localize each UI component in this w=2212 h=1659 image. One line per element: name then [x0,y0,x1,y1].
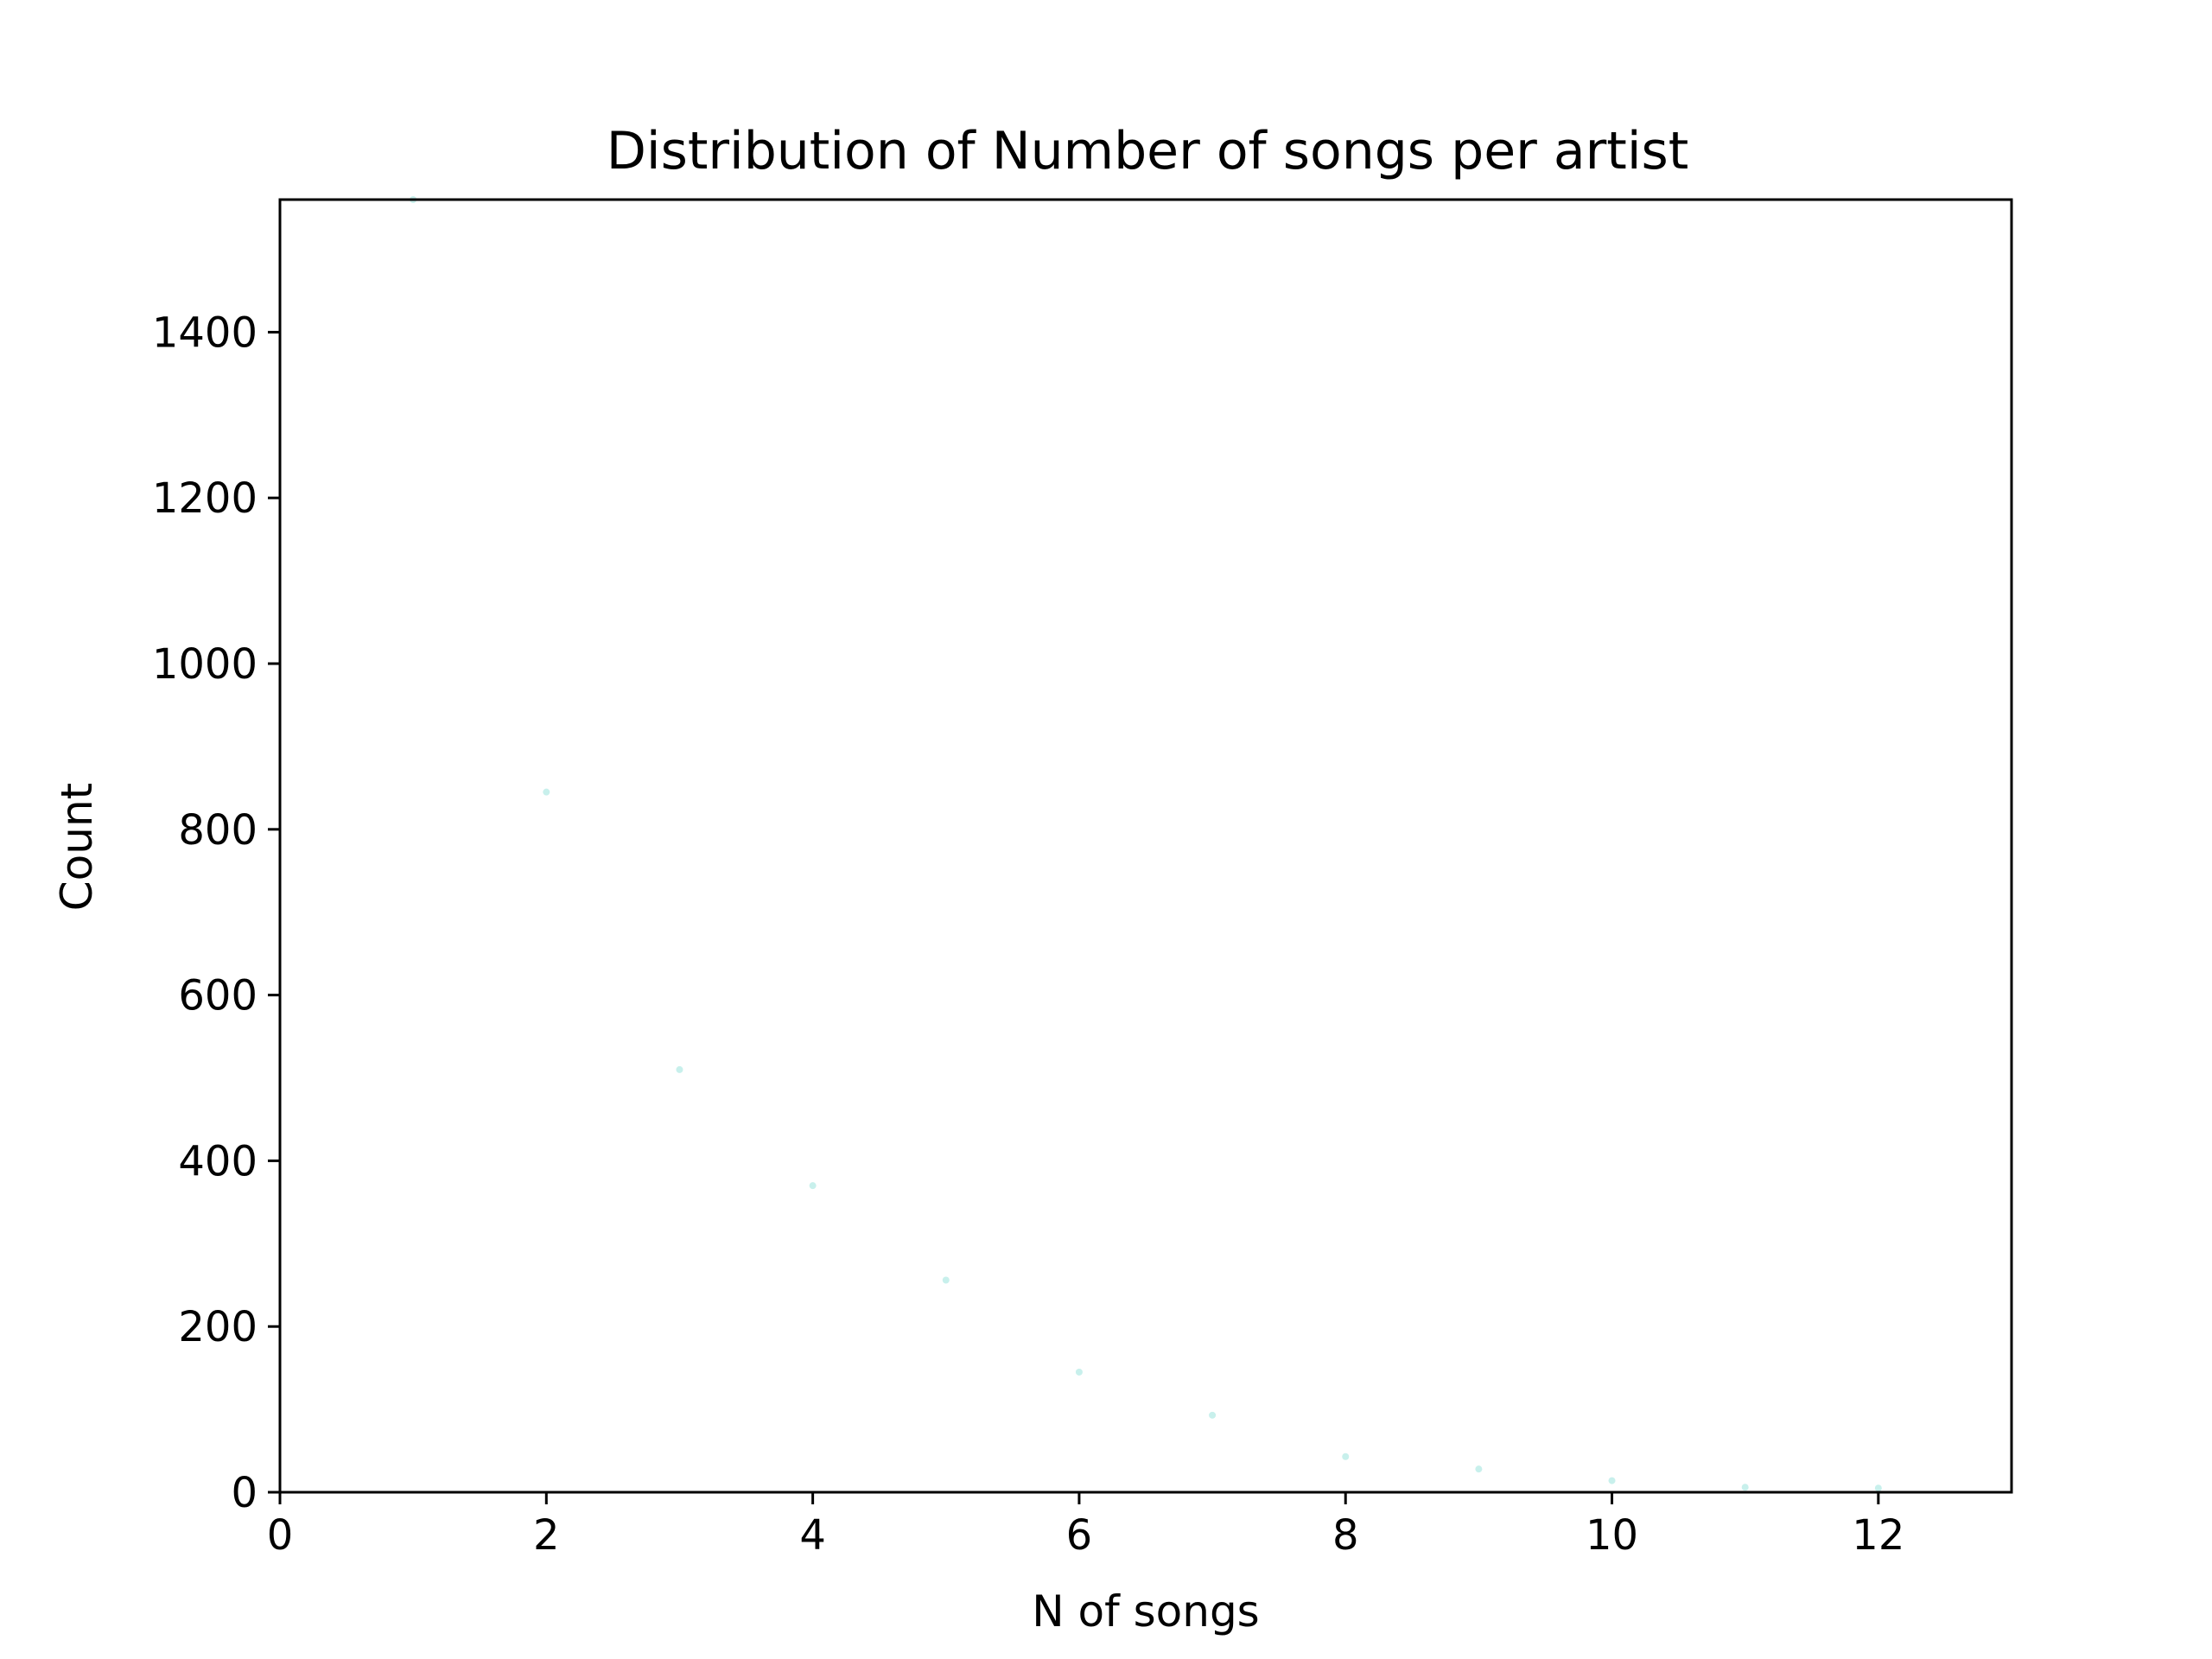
x-tick-label: 4 [799,1511,826,1560]
data-point-5 [942,1276,950,1284]
data-point-12 [1874,1484,1882,1492]
chart-title: Distribution of Number of songs per arti… [607,121,1689,181]
y-axis-label: Count [52,783,102,912]
data-point-9 [1475,1465,1483,1473]
y-tick-label: 400 [178,1137,257,1185]
plot-frame [278,198,2013,1494]
x-tick-label: 6 [1066,1511,1093,1560]
data-point-7 [1209,1411,1217,1419]
data-point-6 [1075,1368,1083,1376]
data-points [410,196,1882,1492]
data-point-4 [809,1182,817,1190]
y-tick-label: 1000 [152,640,257,689]
x-tick-label: 2 [533,1511,560,1560]
data-point-10 [1608,1477,1616,1484]
y-tick-label: 0 [231,1469,257,1517]
data-point-3 [676,1065,683,1073]
data-point-8 [1342,1452,1350,1460]
y-tick-label: 1400 [152,308,257,357]
y-tick-label: 1200 [152,474,257,523]
y-tick-label: 800 [178,806,257,855]
y-axis-ticks: 0 200 400 600 800 1000 1200 1400 [152,308,280,1517]
x-tick-label: 8 [1332,1511,1359,1560]
x-tick-label: 12 [1852,1511,1904,1560]
x-axis-label: N of songs [1032,1586,1260,1637]
x-tick-label: 10 [1586,1511,1638,1560]
x-axis-ticks: 0 2 4 6 8 10 12 [267,1492,1904,1560]
x-tick-label: 0 [267,1511,294,1560]
data-point-11 [1741,1484,1749,1491]
data-point-2 [543,788,550,796]
y-tick-label: 200 [178,1303,257,1351]
y-tick-label: 600 [178,972,257,1020]
